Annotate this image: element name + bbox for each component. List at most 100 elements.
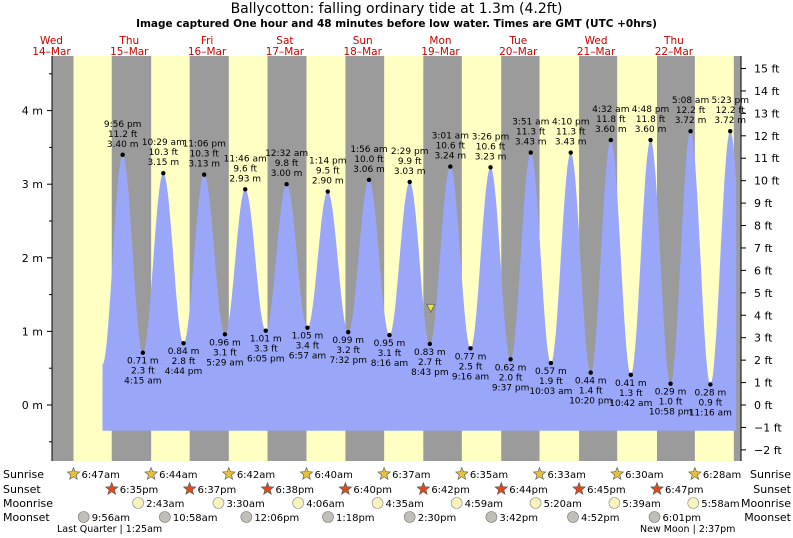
moonset-icon <box>322 511 334 523</box>
left-tick-label: 0 m <box>22 399 43 412</box>
date-label: 14–Mar <box>32 46 71 58</box>
high-tide-feet: 10.3 ft <box>149 148 179 158</box>
row-label-left: Moonset <box>3 511 50 524</box>
sunrise-icon <box>144 466 159 480</box>
high-tide-time: 4:48 pm <box>632 105 670 115</box>
day-label: Sat <box>276 35 293 47</box>
high-tide-time: 4:32 am <box>592 105 629 115</box>
low-tide-metres: 0.41 m <box>615 379 647 389</box>
moonrise-icon <box>292 497 304 509</box>
high-tide-time: 11:46 am <box>224 154 267 164</box>
sunset-icon <box>338 481 353 495</box>
high-tide-feet: 12.2 ft <box>716 106 746 116</box>
moon-phase-label: New Moon | 2:37pm <box>640 524 735 535</box>
moonset-time: 3:42pm <box>499 513 538 524</box>
low-tide-time: 8:16 am <box>371 359 408 369</box>
moonset-time: 1:18pm <box>336 513 375 524</box>
high-tide-dot <box>528 150 533 155</box>
left-tick-label: 1 m <box>22 325 43 338</box>
low-tide-feet: 3.1 ft <box>378 349 402 359</box>
current-tide-marker <box>426 303 436 314</box>
moonset-icon <box>403 511 416 523</box>
low-tide-dot <box>508 357 513 362</box>
row-label-right: Moonset <box>744 511 791 524</box>
right-tick-label: 8 ft <box>754 220 773 233</box>
moonrise-time: 5:58am <box>701 499 739 510</box>
right-tick-label: 4 ft <box>754 309 773 322</box>
low-tide-metres: 0.83 m <box>414 348 446 358</box>
low-tide-feet: 3.1 ft <box>213 348 237 358</box>
low-tide-dot <box>222 332 228 337</box>
right-tick-label: 6 ft <box>754 264 773 277</box>
high-tide-metres: 3.00 m <box>271 169 303 179</box>
day-label: Fri <box>201 35 214 47</box>
low-tide-dot <box>588 370 593 375</box>
high-tide-dot <box>407 179 412 185</box>
high-tide-time: 5:23 pm <box>711 96 749 106</box>
high-tide-time: 4:10 pm <box>552 118 590 128</box>
low-tide-metres: 0.44 m <box>575 377 607 387</box>
row-label-right: Sunrise <box>750 468 791 481</box>
low-tide-metres: 0.62 m <box>495 363 527 373</box>
high-tide-dot <box>325 189 330 194</box>
moonrise-time: 4:35am <box>386 499 424 510</box>
moonrise-icon <box>450 497 463 509</box>
low-tide-time: 9:16 am <box>452 372 489 382</box>
sunrise-icon <box>610 466 625 480</box>
low-tide-dot <box>427 341 433 347</box>
left-tick-label: 2 m <box>22 252 43 265</box>
low-tide-dot <box>346 329 351 335</box>
low-tide-feet: 1.3 ft <box>619 389 643 399</box>
sunrise-time: 6:47am <box>81 470 119 481</box>
sunset-time: 6:37pm <box>198 485 237 496</box>
low-tide-time: 6:57 am <box>289 352 326 362</box>
right-tick-label: 14 ft <box>754 85 780 98</box>
moonrise-time: 4:59am <box>465 499 503 510</box>
tide-area <box>102 131 737 431</box>
high-tide-dot <box>284 182 289 187</box>
low-tide-metres: 0.99 m <box>332 336 364 346</box>
high-tide-dot <box>120 152 125 157</box>
moonset-time: 10:58am <box>173 513 218 524</box>
row-label-right: Sunset <box>753 483 791 496</box>
high-tide-time: 1:14 pm <box>309 157 347 167</box>
high-tide-time: 1:56 am <box>350 145 387 155</box>
low-tide-feet: 2.0 ft <box>499 373 523 383</box>
high-tide-metres: 3.43 m <box>555 138 587 148</box>
low-tide-time: 9:37 pm <box>492 383 530 393</box>
high-tide-time: 10:29 am <box>142 138 185 148</box>
day-label: Thu <box>663 35 684 47</box>
sunrise-time: 6:30am <box>625 470 663 481</box>
date-label: 21–Mar <box>577 46 616 58</box>
low-tide-dot <box>708 382 713 387</box>
low-tide-feet: 2.7 ft <box>418 358 442 368</box>
right-tick-label: −1 ft <box>754 421 782 434</box>
moonset-time: 2:30pm <box>418 513 457 524</box>
moonrise-icon <box>212 497 225 509</box>
left-tick-label: 3 m <box>22 178 43 191</box>
chart-subtitle: Image captured One hour and 48 minutes b… <box>136 18 657 30</box>
sunrise-icon <box>532 466 547 480</box>
low-tide-time: 5:29 am <box>206 358 243 368</box>
sunrise-icon <box>687 466 702 480</box>
high-tide-feet: 10.6 ft <box>436 142 466 152</box>
low-tide-time: 10:58 pm <box>649 408 692 418</box>
high-tide-time: 3:26 pm <box>472 132 510 142</box>
sunset-time: 6:47pm <box>665 485 704 496</box>
date-label: 17–Mar <box>266 46 305 58</box>
high-tide-time: 9:56 pm <box>104 120 142 130</box>
sunset-time: 6:35pm <box>120 485 159 496</box>
row-label-left: Moonrise <box>3 497 53 510</box>
moonrise-icon <box>608 497 621 509</box>
sunset-icon <box>494 481 509 495</box>
sunset-time: 6:45pm <box>587 485 626 496</box>
high-tide-dot <box>488 165 493 170</box>
left-tick-label: 4 m <box>22 105 43 118</box>
low-tide-feet: 2.3 ft <box>131 367 155 377</box>
right-tick-label: 1 ft <box>754 377 773 390</box>
high-tide-metres: 3.15 m <box>147 158 179 168</box>
high-tide-feet: 10.0 ft <box>354 155 384 165</box>
row-label-right: Moonrise <box>741 497 791 510</box>
low-tide-metres: 0.57 m <box>535 367 567 377</box>
